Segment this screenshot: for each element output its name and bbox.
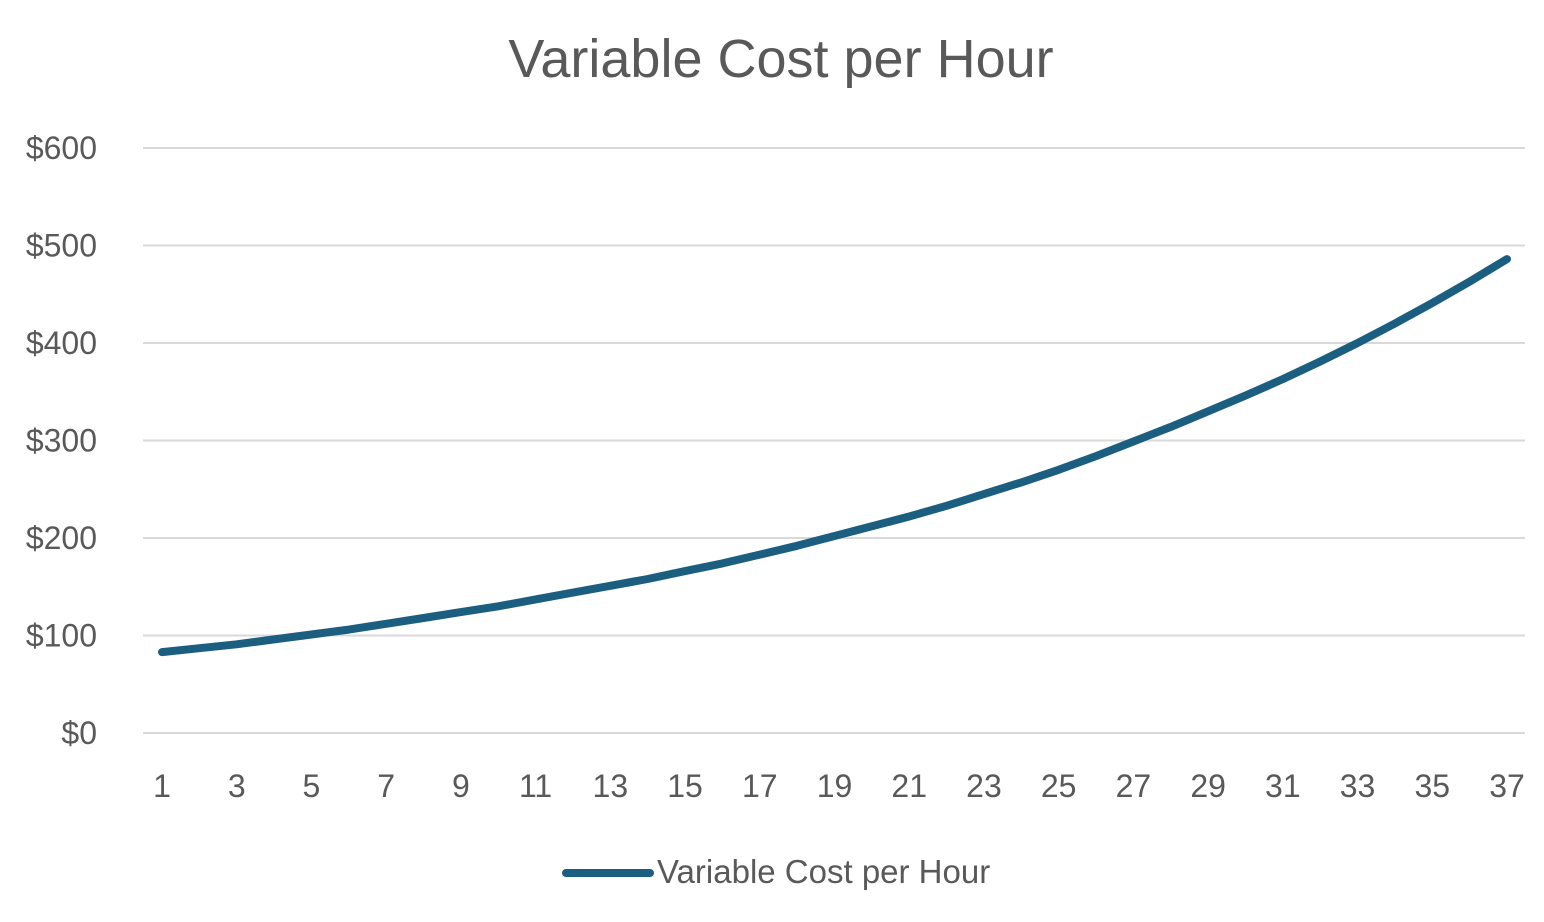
legend: Variable Cost per Hour (562, 853, 990, 890)
x-tick-label: 29 (1190, 768, 1226, 804)
x-tick-label: 27 (1116, 768, 1152, 804)
x-tick-label: 13 (593, 768, 629, 804)
x-tick-label: 7 (377, 768, 395, 804)
x-tick-label: 9 (452, 768, 470, 804)
chart-title: Variable Cost per Hour (508, 29, 1053, 89)
gridlines (143, 147, 1525, 734)
y-tick-label: $100 (26, 618, 97, 654)
x-tick-label: 17 (742, 768, 778, 804)
x-tick-label: 3 (228, 768, 246, 804)
y-tick-label: $300 (26, 423, 97, 459)
x-tick-label: 21 (891, 768, 927, 804)
x-tick-label: 37 (1489, 768, 1525, 804)
x-tick-label: 5 (303, 768, 321, 804)
x-axis-tick-labels: 1 3 5 7 9 11 13 15 17 19 21 23 25 27 29 31 33 35 37 (153, 768, 1525, 804)
y-tick-label: $0 (61, 715, 97, 751)
legend-label-variable-cost-per-hour: Variable Cost per Hour (657, 853, 990, 890)
x-tick-label: 11 (519, 768, 552, 804)
x-tick-label: 23 (966, 768, 1002, 804)
x-tick-label: 1 (153, 768, 171, 804)
y-axis-tick-labels: $0 $100 $200 $300 $400 $500 $600 (26, 130, 97, 751)
y-tick-label: $400 (26, 325, 97, 361)
y-tick-label: $500 (26, 228, 97, 264)
x-tick-label: 19 (817, 768, 853, 804)
y-tick-label: $200 (26, 520, 97, 556)
x-tick-label: 31 (1265, 768, 1301, 804)
x-tick-label: 35 (1414, 768, 1450, 804)
x-tick-label: 15 (667, 768, 703, 804)
y-tick-label: $600 (26, 130, 97, 166)
x-tick-label: 33 (1340, 768, 1376, 804)
series-line (158, 255, 1511, 657)
series-lines (158, 255, 1511, 657)
x-tick-label: 25 (1041, 768, 1077, 804)
